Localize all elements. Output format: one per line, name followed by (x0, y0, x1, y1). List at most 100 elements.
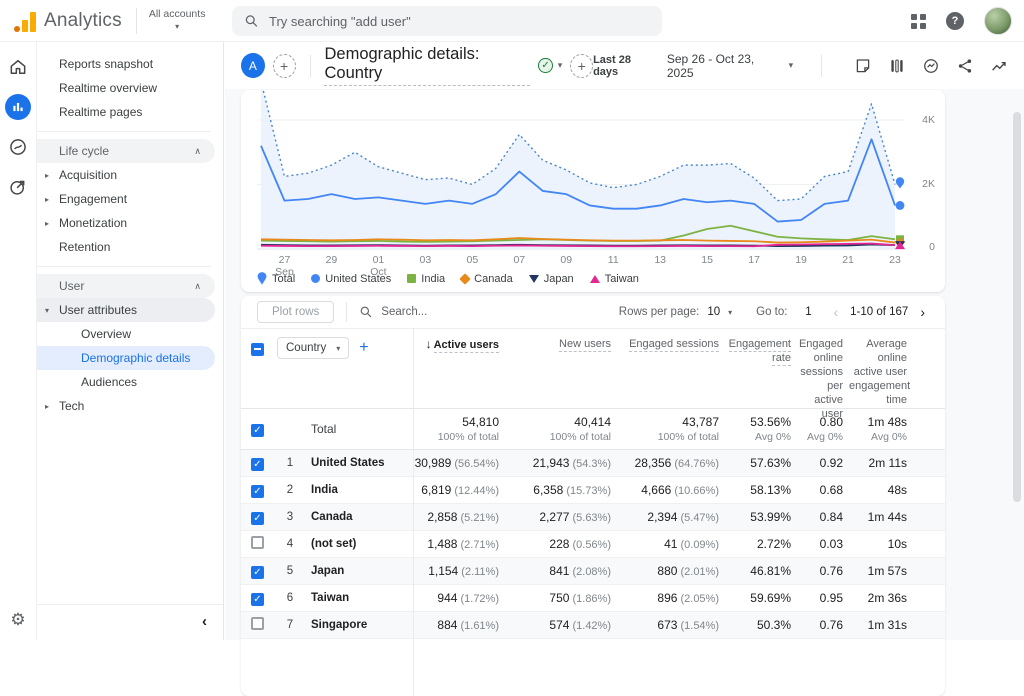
sidebar-item-user-attributes[interactable]: ▾User attributes (37, 298, 215, 322)
row-checkbox[interactable] (251, 617, 264, 630)
sidebar-item-acquisition[interactable]: ▸Acquisition (37, 163, 223, 187)
date-preset-label: Last 28 days (593, 54, 651, 78)
admin-gear-icon[interactable]: ⚙ (10, 610, 25, 630)
row-checkbox[interactable] (251, 593, 264, 606)
table-search[interactable] (359, 305, 501, 319)
prev-page-icon[interactable]: ‹ (829, 304, 842, 320)
sidebar-item-demographic-details[interactable]: Demographic details (37, 346, 215, 370)
add-comparison-button[interactable]: + (273, 54, 296, 78)
table-row[interactable]: 4 (not set) 1,488 (2.71%) 228 (0.56%) 41… (241, 531, 945, 558)
column-header-engaged-sessions[interactable]: Engaged sessions (617, 337, 725, 351)
x-axis-tick: 17 (748, 254, 760, 266)
sidebar-item-audiences[interactable]: Audiences (37, 370, 223, 394)
sidebar-footer: ‹ (37, 604, 223, 640)
chart-svg (257, 90, 905, 252)
table-row[interactable]: 1 United States 30,989 (56.54%) 21,943 (… (241, 450, 945, 477)
account-picker[interactable]: All accounts ▾ (149, 9, 206, 32)
add-dimension-button[interactable]: + (359, 339, 368, 357)
google-apps-icon[interactable] (911, 14, 926, 29)
line-chart[interactable] (257, 90, 905, 252)
explore-icon[interactable] (5, 134, 31, 160)
sidebar-item-reports-snapshot[interactable]: Reports snapshot (37, 52, 223, 76)
select-all-checkbox[interactable] (251, 343, 264, 356)
global-search[interactable] (232, 6, 662, 36)
global-search-input[interactable] (269, 14, 650, 29)
legend-item-united-states[interactable]: United States (311, 273, 391, 285)
row-checkbox[interactable] (251, 485, 264, 498)
expand-arrow-icon: ▸ (45, 402, 59, 411)
table-search-input[interactable] (381, 306, 501, 318)
column-header-new-users[interactable]: New users (505, 337, 617, 351)
dimension-select[interactable]: Country▾ (277, 337, 349, 359)
table-toolbar: Plot rows Rows per page: 10 ▾ Go to: ‹ 1… (241, 296, 945, 328)
next-page-icon[interactable]: › (916, 304, 929, 320)
column-header-engagement-rate[interactable]: Engagement rate (725, 337, 797, 365)
report-header: A + Demographic details: Country ✓ ▾ + L… (225, 42, 1024, 89)
chevron-down-icon[interactable]: ▾ (789, 60, 794, 71)
brand-name: Analytics (44, 10, 122, 32)
table-row[interactable]: 5 Japan 1,154 (2.11%) 841 (2.08%) 880 (2… (241, 558, 945, 585)
row-checkbox[interactable] (251, 458, 264, 471)
legend-item-total[interactable]: Total (257, 272, 295, 285)
vertical-scrollbar[interactable] (1013, 112, 1021, 502)
account-picker-label: All accounts (149, 9, 206, 20)
row-country: (not set) (303, 538, 397, 550)
sidebar-item-realtime-pages[interactable]: Realtime pages (37, 100, 223, 124)
analytics-logo-icon[interactable] (14, 10, 36, 32)
sidebar-item-tech[interactable]: ▸Tech (37, 394, 223, 418)
row-checkbox[interactable] (251, 512, 264, 525)
row-checkbox[interactable] (251, 566, 264, 579)
plot-rows-button[interactable]: Plot rows (257, 301, 334, 323)
total-label: Total (303, 422, 397, 436)
table-row[interactable]: 3 Canada 2,858 (5.21%) 2,277 (5.63%) 2,3… (241, 504, 945, 531)
column-header-avg-engagement-time[interactable]: Average online active user engagement ti… (849, 337, 913, 407)
home-icon[interactable] (5, 54, 31, 80)
user-avatar[interactable] (984, 7, 1012, 35)
reports-icon[interactable] (5, 94, 31, 120)
sidebar-item-overview[interactable]: Overview (37, 322, 223, 346)
legend-item-japan[interactable]: Japan (529, 273, 574, 285)
section-life-cycle[interactable]: Life cycle∧ (37, 139, 215, 163)
x-axis-tick: 23 (889, 254, 901, 266)
column-header-engaged-sessions-per-user[interactable]: Engaged online sessions per active user (797, 337, 849, 421)
help-icon[interactable]: ? (946, 12, 964, 30)
total-checkbox[interactable] (251, 424, 264, 437)
share-icon[interactable] (956, 57, 974, 75)
legend-item-taiwan[interactable]: Taiwan (590, 273, 639, 285)
section-user[interactable]: User∧ (37, 274, 215, 298)
chevron-down-icon[interactable]: ▾ (558, 60, 563, 71)
goto-page-input[interactable] (795, 306, 821, 318)
sidebar-item-monetization[interactable]: ▸Monetization (37, 211, 223, 235)
sidebar-item-engagement[interactable]: ▸Engagement (37, 187, 223, 211)
sidebar-item-realtime-overview[interactable]: Realtime overview (37, 76, 223, 100)
row-number: 6 (277, 592, 303, 604)
chevron-down-icon[interactable]: ▾ (728, 308, 732, 317)
rows-per-page-value[interactable]: 10 (707, 306, 720, 318)
table-row[interactable]: 7 Singapore 884 (1.61%) 574 (1.42%) 673 … (241, 612, 945, 639)
advertising-icon[interactable] (5, 174, 31, 200)
report-title[interactable]: Demographic details: Country (324, 45, 530, 86)
x-axis-tick: 15 (701, 254, 713, 266)
expand-arrow-icon: ▸ (45, 171, 59, 180)
row-checkbox[interactable] (251, 536, 264, 549)
explore-trend-icon[interactable] (990, 57, 1008, 75)
date-range-picker[interactable]: Sep 26 - Oct 23, 2025 (667, 52, 770, 80)
row-number: 2 (277, 484, 303, 496)
add-filter-button[interactable]: + (570, 54, 593, 78)
property-avatar[interactable]: A (241, 53, 265, 78)
note-icon[interactable] (854, 57, 872, 75)
y-axis-tick: 0 (929, 241, 935, 253)
collapse-sidebar-icon[interactable]: ‹ (202, 613, 207, 630)
divider (136, 8, 137, 34)
legend-item-canada[interactable]: Canada (461, 273, 513, 285)
sidebar-item-retention[interactable]: Retention (37, 235, 223, 259)
y-axis-tick: 4K (922, 114, 935, 126)
search-icon (244, 13, 259, 29)
table-row[interactable]: 2 India 6,819 (12.44%) 6,358 (15.73%) 4,… (241, 477, 945, 504)
pin-marker-icon (257, 272, 267, 285)
row-country: India (303, 484, 397, 496)
comparison-icon[interactable] (888, 57, 906, 75)
table-row[interactable]: 6 Taiwan 944 (1.72%) 750 (1.86%) 896 (2.… (241, 585, 945, 612)
legend-item-india[interactable]: India (407, 273, 445, 285)
insights-icon[interactable] (922, 57, 940, 75)
